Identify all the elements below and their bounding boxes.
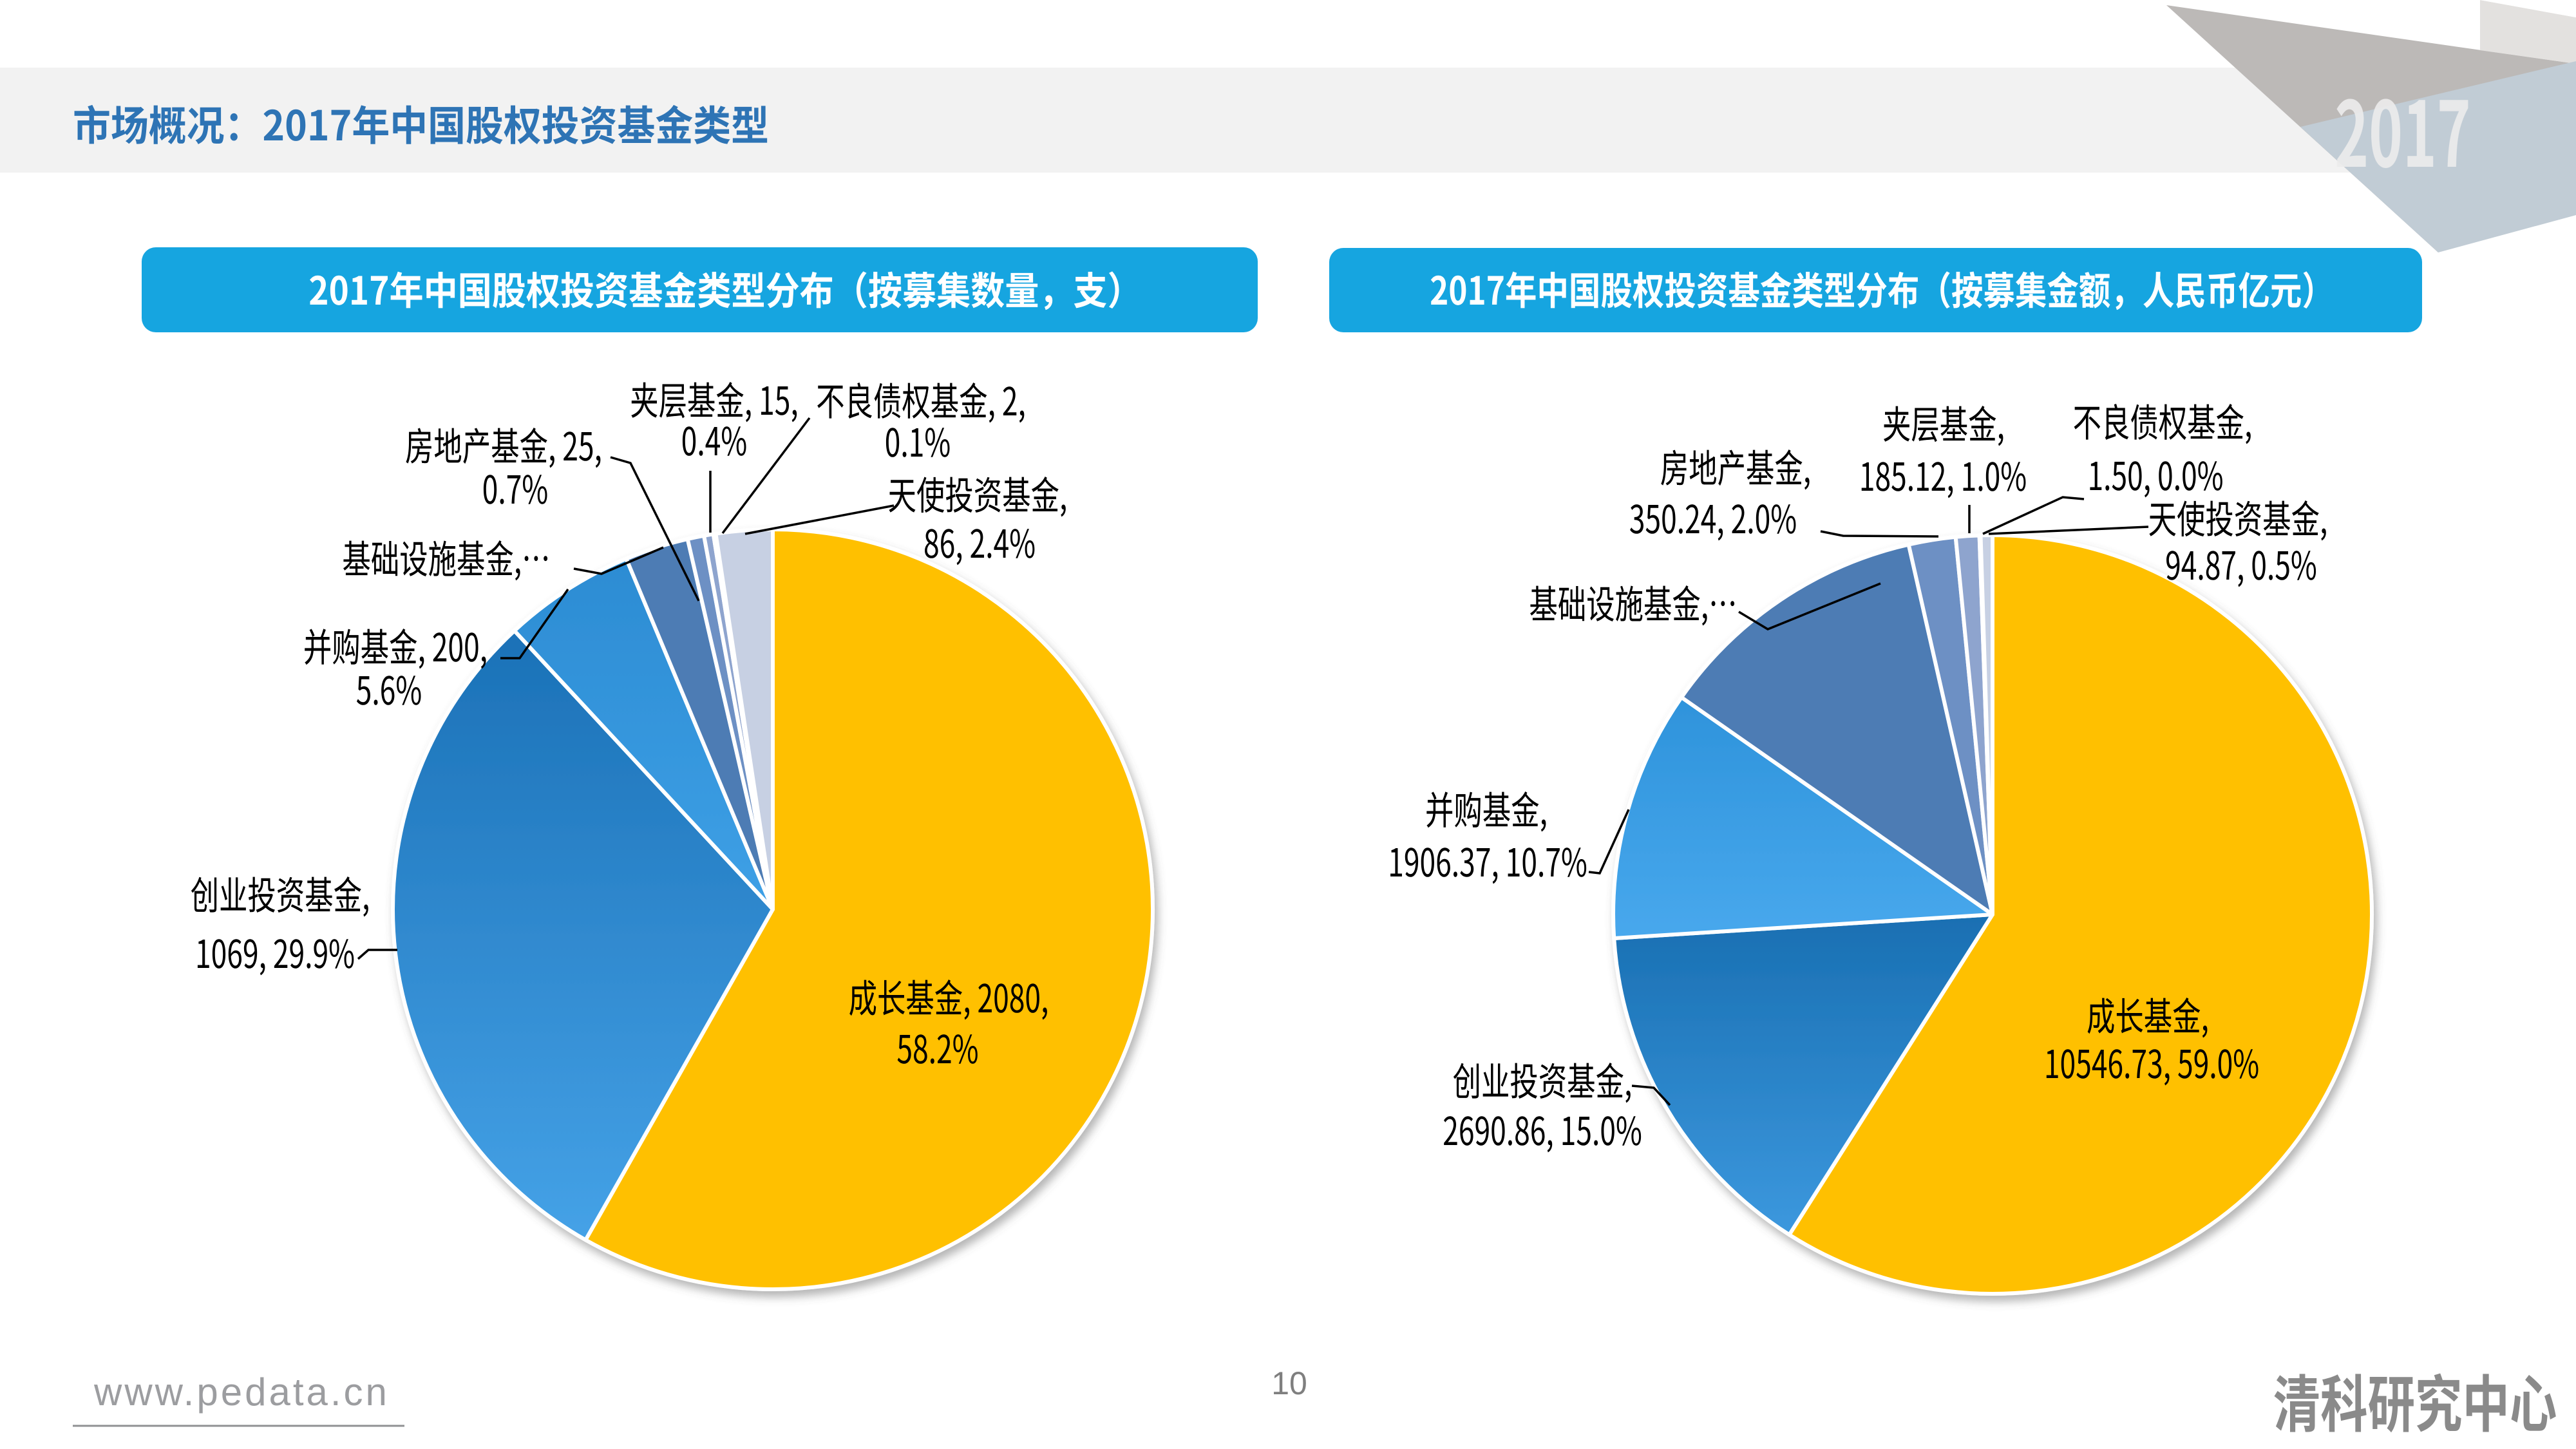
svg-text:10: 10 [1271,1365,1307,1401]
svg-text:www.pedata.cn: www.pedata.cn [93,1370,390,1414]
